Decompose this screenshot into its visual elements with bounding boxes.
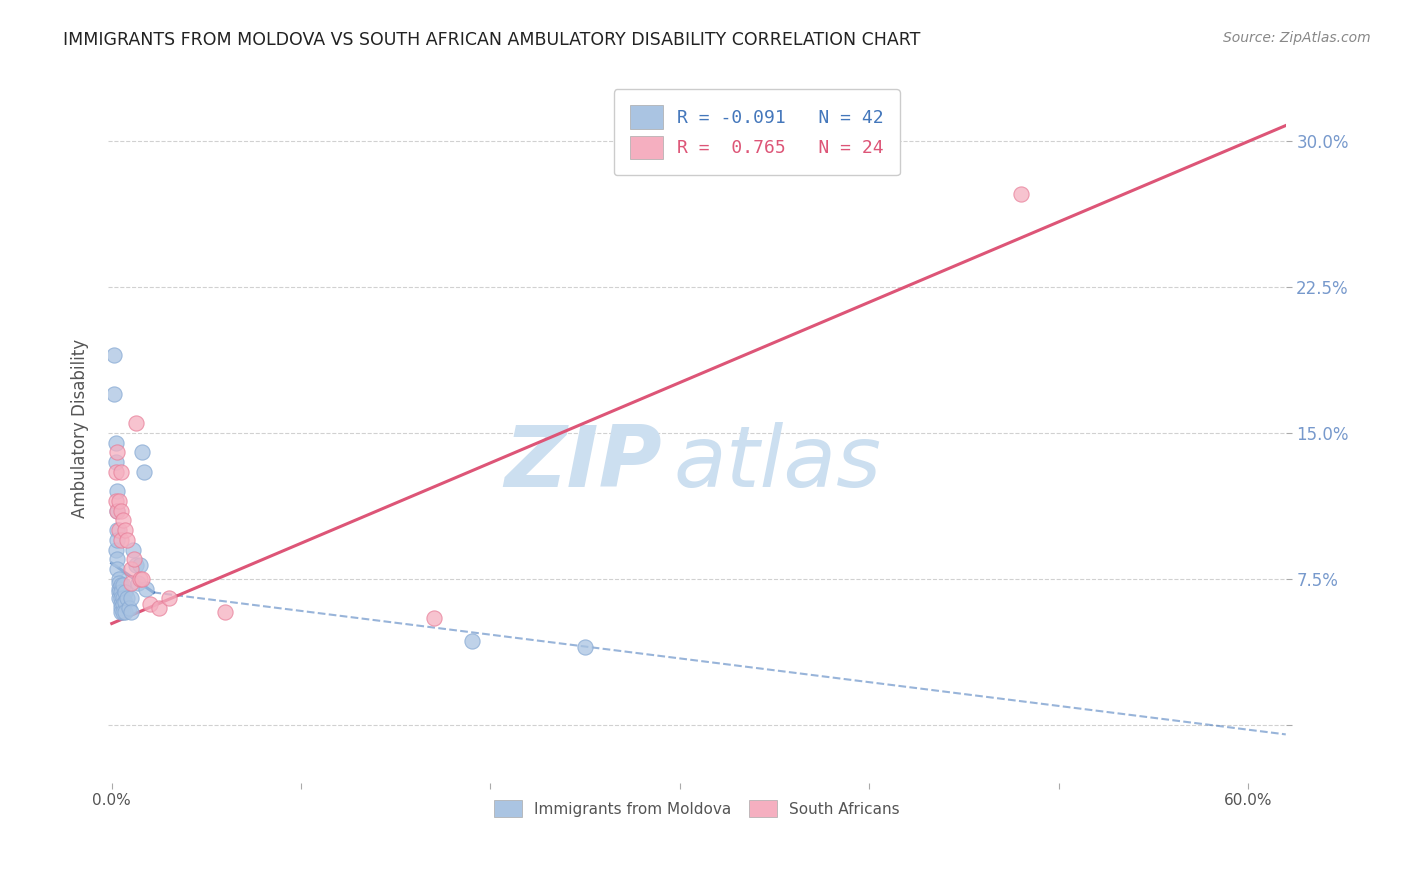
Text: IMMIGRANTS FROM MOLDOVA VS SOUTH AFRICAN AMBULATORY DISABILITY CORRELATION CHART: IMMIGRANTS FROM MOLDOVA VS SOUTH AFRICAN… [63,31,921,49]
Point [112,577,135,591]
Point [108,575,131,590]
Point [104,542,127,557]
Point [460,634,482,648]
Point [108,523,131,537]
Text: ZIP: ZIP [503,422,662,505]
Point [120,605,142,619]
Legend: Immigrants from Moldova, South Africans: Immigrants from Moldova, South Africans [486,792,907,825]
Point [107,504,129,518]
Point [120,575,142,590]
Point [1010,186,1032,201]
Point [108,582,131,596]
Text: atlas: atlas [673,422,882,505]
Point [103,387,125,401]
Point [110,605,132,619]
Point [114,595,136,609]
Point [110,465,132,479]
Point [112,597,135,611]
Point [114,523,136,537]
Point [114,585,136,599]
Point [110,597,132,611]
Point [148,601,170,615]
Point [104,455,127,469]
Point [107,504,129,518]
Point [108,572,131,586]
Point [108,494,131,508]
Point [131,445,153,459]
Point [132,465,155,479]
Point [422,610,444,624]
Point [115,533,138,547]
Point [104,435,127,450]
Point [103,348,125,362]
Point [131,572,153,586]
Point [125,558,148,573]
Point [129,572,152,586]
Point [112,513,135,527]
Point [114,605,136,619]
Point [107,484,129,499]
Point [118,601,141,615]
Point [121,542,143,557]
Point [104,494,127,508]
Point [107,562,129,576]
Point [214,605,236,619]
Point [107,533,129,547]
Point [108,591,131,606]
Point [135,582,157,596]
Point [112,591,135,606]
Point [110,601,132,615]
Point [129,558,152,573]
Text: Source: ZipAtlas.com: Source: ZipAtlas.com [1223,31,1371,45]
Point [125,416,148,430]
Point [112,605,135,619]
Point [157,591,180,606]
Point [115,591,138,606]
Point [110,533,132,547]
Point [127,575,149,590]
Point [107,552,129,566]
Point [110,504,132,518]
Point [120,562,142,576]
Point [110,585,132,599]
Point [124,552,146,566]
Point [104,465,127,479]
Point [107,445,129,459]
Y-axis label: Ambulatory Disability: Ambulatory Disability [72,338,89,517]
Point [120,591,142,606]
Point [110,577,132,591]
Point [110,591,132,606]
Point [107,523,129,537]
Point [574,640,596,654]
Point [138,597,160,611]
Point [108,585,131,599]
